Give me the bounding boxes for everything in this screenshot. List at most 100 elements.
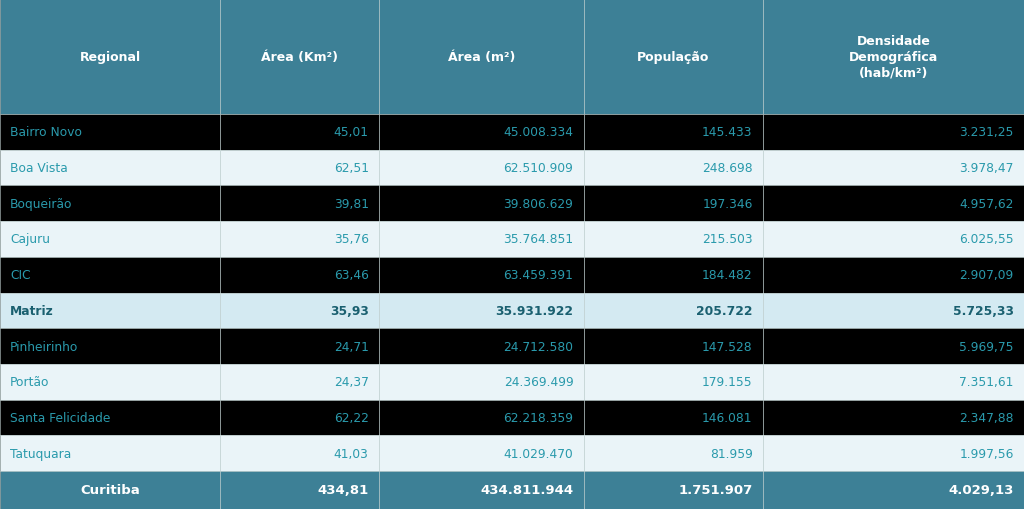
Bar <box>763 257 1024 293</box>
Bar <box>379 0 584 115</box>
Bar <box>379 293 584 328</box>
Bar <box>0 115 220 150</box>
Text: 62,22: 62,22 <box>334 411 369 424</box>
Text: População: População <box>637 51 710 64</box>
Bar <box>763 115 1024 150</box>
Text: 35,76: 35,76 <box>334 233 369 246</box>
Bar <box>0 328 220 364</box>
Text: Santa Felicidade: Santa Felicidade <box>10 411 111 424</box>
Text: Regional: Regional <box>80 51 140 64</box>
Bar <box>584 221 763 257</box>
Bar <box>763 293 1024 328</box>
Bar <box>0 150 220 186</box>
Bar <box>763 221 1024 257</box>
Bar <box>584 328 763 364</box>
Text: 434.811.944: 434.811.944 <box>480 484 573 496</box>
Text: 434,81: 434,81 <box>317 484 369 496</box>
Text: 2.907,09: 2.907,09 <box>959 269 1014 281</box>
Text: 1.751.907: 1.751.907 <box>678 484 753 496</box>
Text: 35.931.922: 35.931.922 <box>496 304 573 317</box>
Bar <box>220 400 379 435</box>
Text: Área (m²): Área (m²) <box>447 51 515 64</box>
Bar <box>584 435 763 471</box>
Bar <box>220 221 379 257</box>
Text: 205.722: 205.722 <box>696 304 753 317</box>
Text: 6.025,55: 6.025,55 <box>959 233 1014 246</box>
Text: 24,37: 24,37 <box>334 376 369 388</box>
Bar <box>379 150 584 186</box>
Text: 184.482: 184.482 <box>702 269 753 281</box>
Bar <box>379 364 584 400</box>
Text: 81.959: 81.959 <box>710 447 753 460</box>
Text: Matriz: Matriz <box>10 304 54 317</box>
Text: 24,71: 24,71 <box>334 340 369 353</box>
Bar <box>379 115 584 150</box>
Text: 197.346: 197.346 <box>702 197 753 210</box>
Bar <box>763 186 1024 221</box>
Text: 62.510.909: 62.510.909 <box>504 162 573 175</box>
Bar <box>584 115 763 150</box>
Bar <box>220 328 379 364</box>
Bar <box>584 364 763 400</box>
Text: Bairro Novo: Bairro Novo <box>10 126 82 139</box>
Text: Pinheirinho: Pinheirinho <box>10 340 79 353</box>
Bar <box>763 435 1024 471</box>
Bar <box>220 257 379 293</box>
Text: CIC: CIC <box>10 269 31 281</box>
Text: 2.347,88: 2.347,88 <box>959 411 1014 424</box>
Bar <box>0 221 220 257</box>
Text: Boa Vista: Boa Vista <box>10 162 68 175</box>
Bar <box>763 150 1024 186</box>
Bar <box>379 186 584 221</box>
Text: 4.957,62: 4.957,62 <box>959 197 1014 210</box>
Bar <box>763 400 1024 435</box>
Text: 4.029,13: 4.029,13 <box>948 484 1014 496</box>
Bar <box>379 328 584 364</box>
Text: 215.503: 215.503 <box>702 233 753 246</box>
Bar <box>584 0 763 115</box>
Bar <box>0 471 220 509</box>
Text: Boqueirão: Boqueirão <box>10 197 73 210</box>
Text: 7.351,61: 7.351,61 <box>959 376 1014 388</box>
Text: 179.155: 179.155 <box>702 376 753 388</box>
Bar <box>379 471 584 509</box>
Bar <box>220 115 379 150</box>
Bar <box>220 0 379 115</box>
Bar <box>379 221 584 257</box>
Bar <box>0 293 220 328</box>
Text: 24.369.499: 24.369.499 <box>504 376 573 388</box>
Bar <box>379 257 584 293</box>
Text: Densidade
Demográfica
(hab/km²): Densidade Demográfica (hab/km²) <box>849 35 938 80</box>
Bar <box>379 400 584 435</box>
Text: Tatuquara: Tatuquara <box>10 447 72 460</box>
Bar <box>584 471 763 509</box>
Text: 24.712.580: 24.712.580 <box>504 340 573 353</box>
Text: 147.528: 147.528 <box>702 340 753 353</box>
Bar <box>220 435 379 471</box>
Text: 35,93: 35,93 <box>330 304 369 317</box>
Text: 63,46: 63,46 <box>334 269 369 281</box>
Bar <box>763 364 1024 400</box>
Text: Portão: Portão <box>10 376 50 388</box>
Text: Cajuru: Cajuru <box>10 233 50 246</box>
Text: Curitiba: Curitiba <box>80 484 140 496</box>
Bar <box>0 186 220 221</box>
Bar <box>379 435 584 471</box>
Text: Área (Km²): Área (Km²) <box>261 51 338 64</box>
Text: 145.433: 145.433 <box>702 126 753 139</box>
Text: 5.725,33: 5.725,33 <box>952 304 1014 317</box>
Text: 146.081: 146.081 <box>702 411 753 424</box>
Bar <box>0 364 220 400</box>
Text: 3.231,25: 3.231,25 <box>959 126 1014 139</box>
Bar <box>220 150 379 186</box>
Text: 248.698: 248.698 <box>702 162 753 175</box>
Text: 62.218.359: 62.218.359 <box>504 411 573 424</box>
Bar <box>584 257 763 293</box>
Bar <box>220 471 379 509</box>
Bar <box>0 257 220 293</box>
Bar <box>220 186 379 221</box>
Text: 39,81: 39,81 <box>334 197 369 210</box>
Text: 3.978,47: 3.978,47 <box>959 162 1014 175</box>
Text: 45.008.334: 45.008.334 <box>504 126 573 139</box>
Bar <box>220 293 379 328</box>
